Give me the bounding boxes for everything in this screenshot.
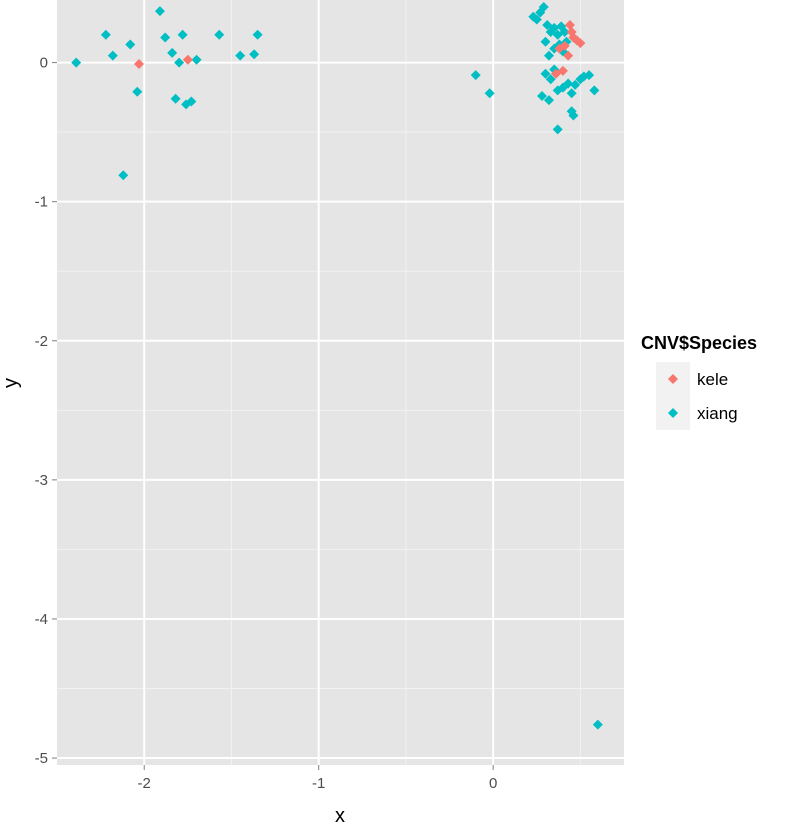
data-point-kele <box>554 43 565 54</box>
data-point-xiang <box>118 170 129 181</box>
data-point-xiang <box>160 32 171 43</box>
data-point-xiang <box>132 86 143 97</box>
legend-marker-xiang <box>668 408 678 418</box>
data-point-xiang <box>549 22 560 33</box>
data-point-xiang <box>552 124 563 135</box>
data-point-xiang <box>167 47 178 58</box>
data-point-xiang <box>71 57 82 68</box>
legend-label-xiang: xiang <box>697 404 738 423</box>
data-point-xiang <box>584 70 595 81</box>
data-point-kele <box>575 38 586 49</box>
y-tick-label: -2 <box>35 333 48 350</box>
data-point-kele <box>563 50 574 61</box>
x-axis-title: x <box>335 805 345 826</box>
data-point-kele <box>566 26 577 37</box>
x-tick-label: -1 <box>312 775 325 792</box>
data-point-xiang <box>592 719 603 730</box>
plot-panel <box>57 0 624 765</box>
data-point-kele <box>182 54 193 65</box>
data-point-xiang <box>570 79 581 90</box>
data-point-xiang <box>540 68 551 79</box>
data-point-xiang <box>538 1 549 12</box>
data-point-xiang <box>543 50 554 61</box>
y-tick-label: -3 <box>35 472 48 489</box>
x-tick-label: 0 <box>489 775 497 792</box>
x-axis-ticks: -2 -1 0 <box>138 765 497 792</box>
data-point-xiang <box>174 57 185 68</box>
data-point-xiang <box>252 29 263 40</box>
legend: CNV$Species kele xiang <box>641 333 757 430</box>
data-point-kele <box>564 20 575 31</box>
data-point-xiang <box>589 85 600 96</box>
data-point-xiang <box>235 50 246 61</box>
y-tick-label: -1 <box>35 194 48 211</box>
data-point-kele <box>557 65 568 76</box>
data-point-xiang <box>484 88 495 99</box>
data-point-xiang <box>100 29 111 40</box>
y-tick-label: -5 <box>35 750 48 767</box>
data-points <box>71 1 603 730</box>
data-point-xiang <box>154 6 165 17</box>
legend-marker-kele <box>668 374 678 384</box>
data-point-xiang <box>540 36 551 47</box>
data-point-xiang <box>543 95 554 106</box>
data-point-xiang <box>177 29 188 40</box>
data-point-xiang <box>537 90 548 101</box>
legend-title: CNV$Species <box>641 333 757 353</box>
data-point-xiang <box>186 96 197 107</box>
y-axis-ticks: 0 -1 -2 -3 -4 -5 <box>35 55 57 767</box>
data-point-xiang <box>107 50 118 61</box>
y-tick-label: 0 <box>40 55 48 72</box>
data-point-xiang <box>214 29 225 40</box>
major-gridlines <box>57 0 624 765</box>
data-point-kele <box>133 58 144 69</box>
data-point-xiang <box>125 39 136 50</box>
data-point-xiang <box>470 70 481 81</box>
y-axis-title: y <box>0 378 22 388</box>
data-point-xiang <box>249 49 260 60</box>
data-point-xiang <box>170 93 181 104</box>
legend-label-kele: kele <box>697 370 728 389</box>
x-tick-label: -2 <box>138 775 151 792</box>
data-point-xiang <box>563 78 574 89</box>
data-point-xiang <box>531 14 542 25</box>
data-point-xiang <box>568 110 579 121</box>
data-point-xiang <box>566 88 577 99</box>
data-point-xiang <box>545 74 556 85</box>
minor-gridlines <box>57 0 624 765</box>
y-tick-label: -4 <box>35 611 48 628</box>
data-point-xiang <box>559 26 570 37</box>
data-point-xiang <box>191 54 202 65</box>
